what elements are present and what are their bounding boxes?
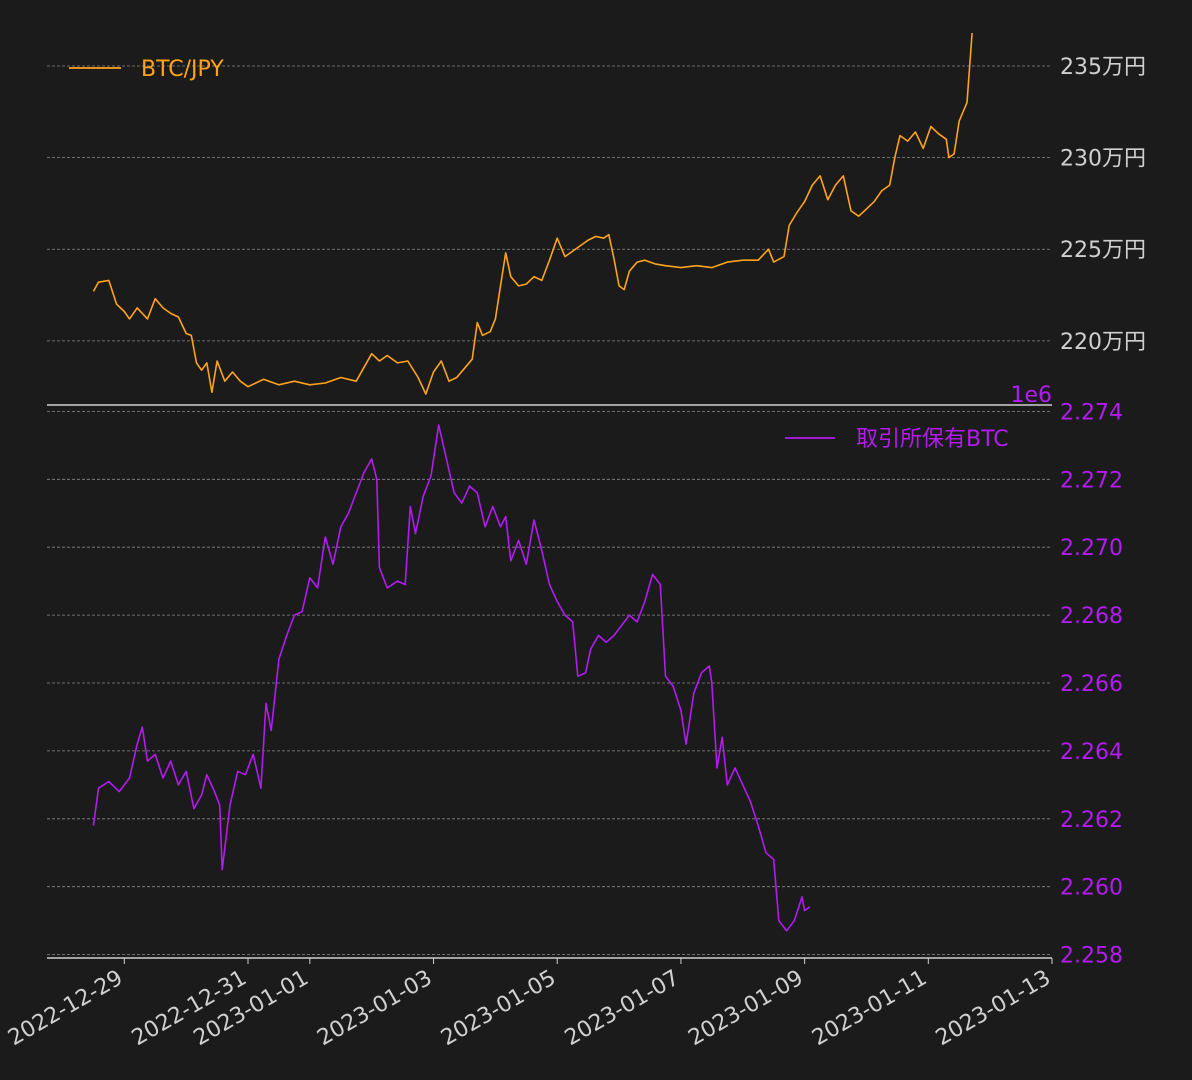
top-y-tick-label: 220万円 xyxy=(1060,330,1146,355)
bottom-legend: 取引所保有BTC xyxy=(785,427,1009,452)
bottom-series-line xyxy=(92,424,811,932)
top-y-tick-label: 225万円 xyxy=(1060,238,1146,263)
top-y-tick-label: 230万円 xyxy=(1060,147,1146,172)
bottom-y-tick-label: 2.270 xyxy=(1060,536,1123,561)
top-y-axis: 220万円 225万円 230万円 235万円 xyxy=(1060,55,1146,355)
bottom-legend-label: 取引所保有BTC xyxy=(856,427,1009,452)
bottom-y-tick-label: 2.266 xyxy=(1060,672,1123,697)
bottom-y-tick-label: 2.268 xyxy=(1060,604,1123,629)
bottom-y-tick-label: 2.264 xyxy=(1060,740,1123,765)
bottom-y-tick-label: 2.258 xyxy=(1060,944,1123,969)
bottom-y-tick-label: 2.274 xyxy=(1060,400,1123,425)
bottom-y-offset-label: 1e6 xyxy=(1010,383,1052,408)
bottom-y-tick-label: 2.260 xyxy=(1060,876,1123,901)
bottom-y-tick-label: 2.272 xyxy=(1060,468,1123,493)
top-legend: BTC/JPY xyxy=(69,57,224,82)
top-legend-label: BTC/JPY xyxy=(141,57,224,82)
top-y-tick-label: 235万円 xyxy=(1060,55,1146,80)
bottom-plot-area xyxy=(92,424,811,932)
bottom-y-tick-label: 2.262 xyxy=(1060,808,1123,833)
bottom-y-axis: 2.258 2.260 2.262 2.264 2.266 2.268 2.270 2.272… xyxy=(1060,400,1123,968)
top-gridlines xyxy=(47,65,1052,342)
top-series-line xyxy=(92,32,973,395)
top-plot-area xyxy=(92,32,973,395)
bottom-gridlines xyxy=(47,410,1052,956)
